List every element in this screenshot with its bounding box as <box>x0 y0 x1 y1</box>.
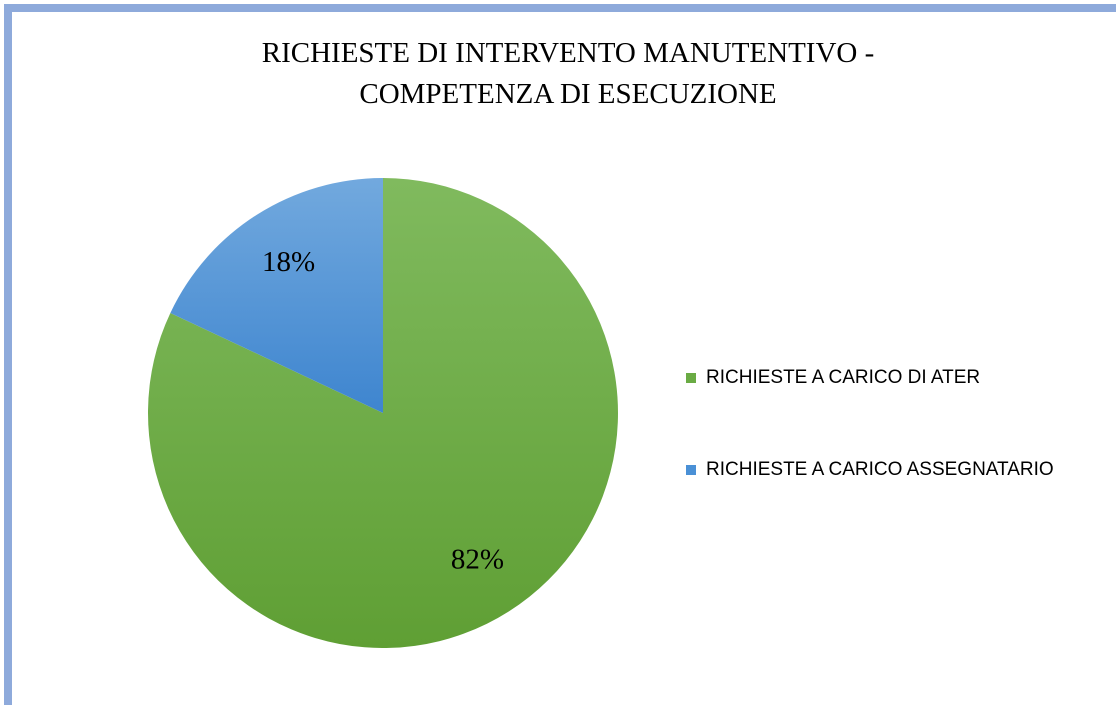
pie-slice <box>148 178 619 649</box>
chart-title: RICHIESTE DI INTERVENTO MANUTENTIVO - <box>262 37 875 69</box>
pie-slice <box>170 178 383 413</box>
border-top <box>4 4 1116 12</box>
data-label: 82% <box>451 543 504 575</box>
border-left <box>4 4 12 705</box>
data-label: 18% <box>262 246 315 278</box>
legend-label: RICHIESTE A CARICO ASSEGNATARIO <box>706 459 1054 480</box>
chart-title: COMPETENZA DI ESECUZIONE <box>359 78 776 110</box>
legend-swatch <box>686 465 696 475</box>
legend-label: RICHIESTE A CARICO DI ATER <box>706 367 980 388</box>
legend-swatch <box>686 373 696 383</box>
